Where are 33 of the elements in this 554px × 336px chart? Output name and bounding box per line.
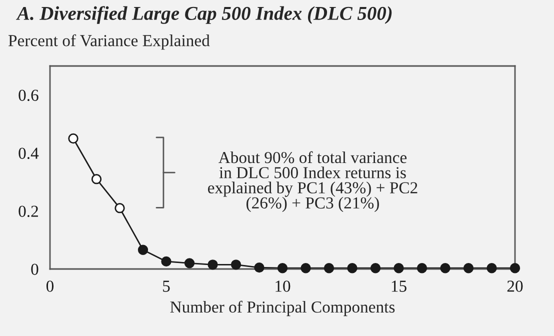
x-tick-label: 15 bbox=[392, 280, 406, 292]
point bbox=[138, 244, 148, 255]
point bbox=[184, 258, 195, 268]
point bbox=[463, 263, 474, 274]
point bbox=[416, 263, 428, 274]
point bbox=[394, 263, 404, 274]
point bbox=[370, 263, 381, 274]
y-tick-label: 0.2 bbox=[18, 206, 38, 218]
point bbox=[230, 260, 242, 270]
annotation: About 90% of total variance in DLC 500 Index returns is explained by PC1 (43%) + PC2 (26%) + PC3 (21%) bbox=[208, 151, 418, 212]
point bbox=[440, 263, 450, 274]
point bbox=[161, 256, 172, 267]
point bbox=[300, 263, 311, 274]
point bbox=[486, 263, 497, 274]
y-axis-title: Percent of Variance Explained bbox=[8, 34, 210, 50]
point bbox=[254, 262, 264, 273]
chart-title: A. Diversified Large Cap 500 Index (DLC 500) bbox=[16, 6, 392, 24]
point bbox=[347, 263, 358, 274]
point bbox=[91, 174, 102, 184]
y-tick-label: 0 bbox=[31, 264, 38, 275]
point bbox=[68, 133, 78, 144]
point bbox=[510, 263, 520, 274]
x-tick-label: 10 bbox=[276, 280, 290, 292]
x-tick-label: 5 bbox=[163, 280, 170, 292]
point bbox=[277, 263, 288, 274]
point bbox=[114, 203, 125, 214]
y-tick-label: 0.6 bbox=[18, 90, 38, 102]
x-tick-label: 20 bbox=[507, 280, 523, 292]
x-tick-label: 0 bbox=[46, 280, 54, 292]
y-tick-label: 0.4 bbox=[18, 148, 39, 160]
x-axis-title: Number of Principal Components bbox=[170, 300, 395, 316]
point bbox=[324, 263, 334, 274]
point bbox=[208, 260, 218, 270]
